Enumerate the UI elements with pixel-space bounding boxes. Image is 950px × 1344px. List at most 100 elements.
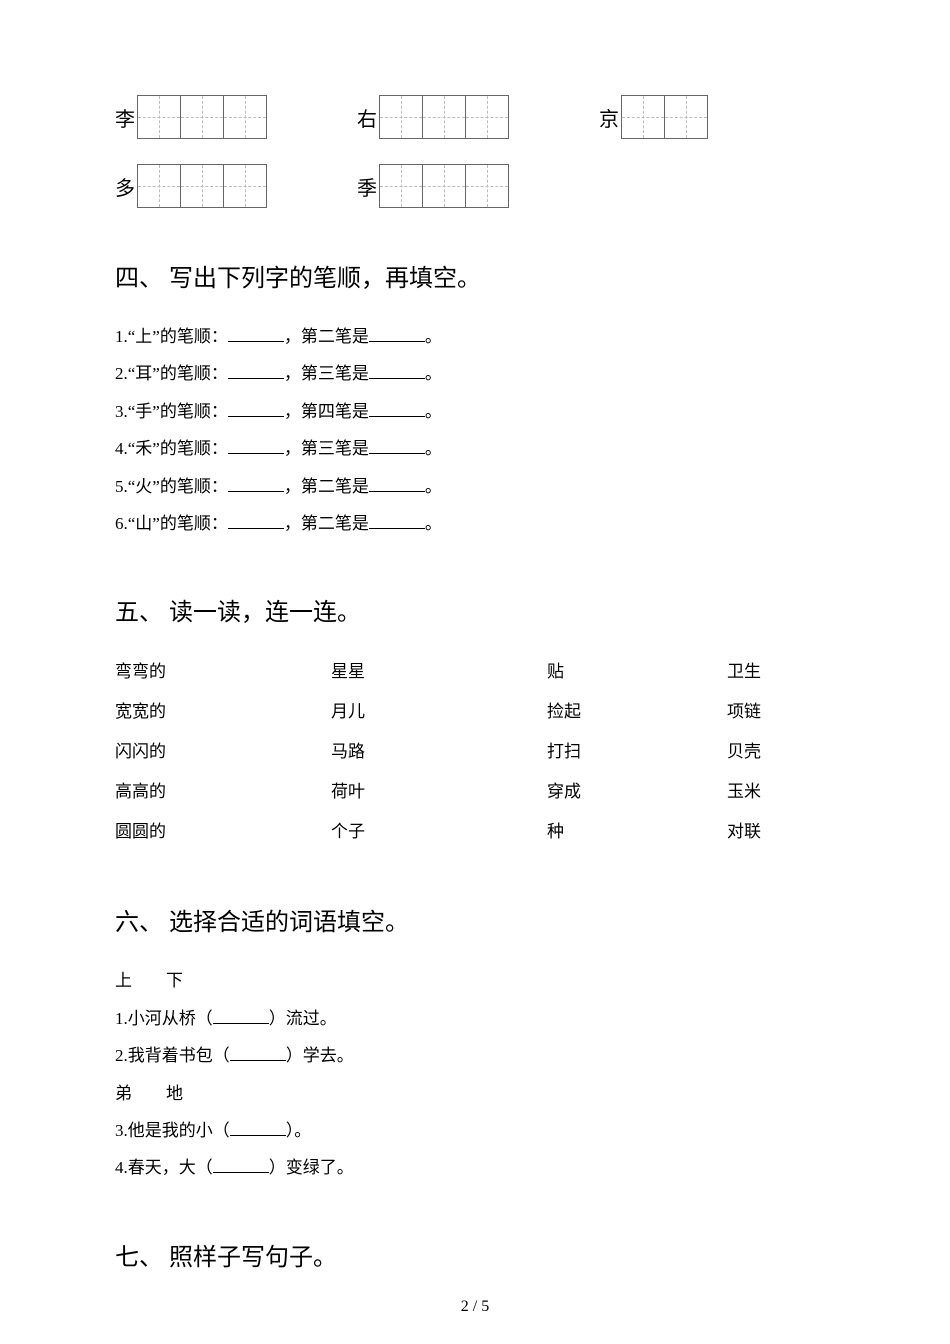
- match-col-d: 项链: [727, 692, 835, 732]
- item-num: 5.: [115, 477, 128, 496]
- item-end: 。: [425, 477, 442, 496]
- example-char: 李: [115, 103, 135, 132]
- match-col-a: 高高的: [115, 772, 331, 812]
- item-text: “上”的笔顺：: [128, 327, 228, 346]
- fill-post: ）变绿了。: [269, 1158, 354, 1177]
- writing-grid-cell: [465, 95, 509, 139]
- match-col-a: 弯弯的: [115, 652, 331, 692]
- blank-field[interactable]: [213, 1156, 269, 1173]
- fill-num: 4.: [115, 1158, 128, 1177]
- match-col-c: 捡起: [547, 692, 727, 732]
- writing-grid-cell: [137, 164, 181, 208]
- practice-row-1: 李 右 京: [115, 95, 835, 139]
- match-col-d: 贝壳: [727, 732, 835, 772]
- grid-boxes: [137, 164, 267, 208]
- match-row: 圆圆的个子种对联: [115, 812, 835, 852]
- section-7-heading: 七、 照样子写句子。: [115, 1237, 835, 1272]
- match-col-c: 穿成: [547, 772, 727, 812]
- blank-field[interactable]: [228, 400, 284, 417]
- blank-field[interactable]: [369, 362, 425, 379]
- fill-post: ）流过。: [269, 1009, 337, 1028]
- match-row: 宽宽的月儿捡起项链: [115, 692, 835, 732]
- fill-line: 1.小河从桥（）流过。: [115, 1000, 835, 1037]
- blank-field[interactable]: [213, 1007, 269, 1024]
- blank-field[interactable]: [230, 1119, 286, 1136]
- item-num: 3.: [115, 402, 128, 421]
- blank-field[interactable]: [369, 437, 425, 454]
- fill-post: ）学去。: [286, 1046, 354, 1065]
- match-col-b: 月儿: [331, 692, 547, 732]
- example-char: 多: [115, 172, 135, 201]
- item-num: 1.: [115, 327, 128, 346]
- fill-options-1: 上 下: [115, 962, 835, 999]
- item-end: 。: [425, 514, 442, 533]
- item-text: “耳”的笔顺：: [128, 364, 228, 383]
- blank-field[interactable]: [228, 512, 284, 529]
- grid-boxes: [621, 95, 708, 139]
- blank-field[interactable]: [369, 475, 425, 492]
- match-col-a: 圆圆的: [115, 812, 331, 852]
- writing-grid-cell: [664, 95, 708, 139]
- example-char: 右: [357, 103, 377, 132]
- writing-grid-cell: [379, 164, 423, 208]
- writing-grid-cell: [379, 95, 423, 139]
- fill-line: 3.他是我的小（ ）。: [115, 1112, 835, 1149]
- fill-pre: 他是我的小（: [128, 1121, 230, 1140]
- section-4-items: 1.“上”的笔顺：，第二笔是。2.“耳”的笔顺：，第三笔是。3.“手”的笔顺：，…: [115, 318, 835, 542]
- fill-num: 3.: [115, 1121, 128, 1140]
- item-sep: ，第三笔是: [284, 439, 369, 458]
- item-end: 。: [425, 439, 442, 458]
- section-4-heading: 四、 写出下列字的笔顺，再填空。: [115, 258, 835, 293]
- fill-pre: 小河从桥（: [128, 1009, 213, 1028]
- blank-field[interactable]: [369, 325, 425, 342]
- item-text: “山”的笔顺：: [128, 514, 228, 533]
- blank-field[interactable]: [369, 512, 425, 529]
- blank-field[interactable]: [228, 325, 284, 342]
- match-col-a: 宽宽的: [115, 692, 331, 732]
- example-char: 京: [599, 103, 619, 132]
- item-text: “禾”的笔顺：: [128, 439, 228, 458]
- page-number: 2 / 5: [0, 1298, 950, 1316]
- practice-unit: 多: [115, 164, 267, 208]
- practice-unit: 李: [115, 95, 267, 139]
- section-6-group-2: 3.他是我的小（ ）。 4.春天，大（ ）变绿了。: [115, 1112, 835, 1187]
- practice-unit: 右: [357, 95, 509, 139]
- match-row: 高高的荷叶穿成玉米: [115, 772, 835, 812]
- blank-field[interactable]: [369, 400, 425, 417]
- item-text: “手”的笔顺：: [128, 402, 228, 421]
- item-sep: ，第二笔是: [284, 514, 369, 533]
- match-col-b: 马路: [331, 732, 547, 772]
- grid-boxes: [379, 164, 509, 208]
- match-col-a: 闪闪的: [115, 732, 331, 772]
- blank-field[interactable]: [230, 1044, 286, 1061]
- example-char: 季: [357, 172, 377, 201]
- item-num: 6.: [115, 514, 128, 533]
- writing-grid-cell: [180, 95, 224, 139]
- fill-pre: 我背着书包（: [128, 1046, 230, 1065]
- match-col-d: 卫生: [727, 652, 835, 692]
- blank-field[interactable]: [228, 437, 284, 454]
- match-table: 弯弯的星星贴卫生宽宽的月儿捡起项链闪闪的马路打扫贝壳高高的荷叶穿成玉米圆圆的个子…: [115, 652, 835, 852]
- writing-grid-cell: [223, 164, 267, 208]
- blank-field[interactable]: [228, 475, 284, 492]
- writing-grid-cell: [223, 95, 267, 139]
- item-end: 。: [425, 364, 442, 383]
- match-col-b: 荷叶: [331, 772, 547, 812]
- item-end: 。: [425, 402, 442, 421]
- item-sep: ，第三笔是: [284, 364, 369, 383]
- blank-field[interactable]: [228, 362, 284, 379]
- stroke-order-line: 3.“手”的笔顺：，第四笔是。: [115, 393, 835, 430]
- section-6-group-1: 1.小河从桥（）流过。2.我背着书包（）学去。: [115, 1000, 835, 1075]
- fill-pre: 春天，大（: [128, 1158, 213, 1177]
- item-text: “火”的笔顺：: [128, 477, 228, 496]
- grid-boxes: [379, 95, 509, 139]
- fill-options-2: 弟 地: [115, 1075, 835, 1112]
- fill-line: 4.春天，大（ ）变绿了。: [115, 1149, 835, 1186]
- match-col-d: 玉米: [727, 772, 835, 812]
- writing-grid-cell: [180, 164, 224, 208]
- section-5-heading: 五、 读一读，连一连。: [115, 592, 835, 627]
- item-sep: ，第二笔是: [284, 477, 369, 496]
- match-col-b: 个子: [331, 812, 547, 852]
- fill-post: ）。: [286, 1121, 312, 1140]
- match-row: 弯弯的星星贴卫生: [115, 652, 835, 692]
